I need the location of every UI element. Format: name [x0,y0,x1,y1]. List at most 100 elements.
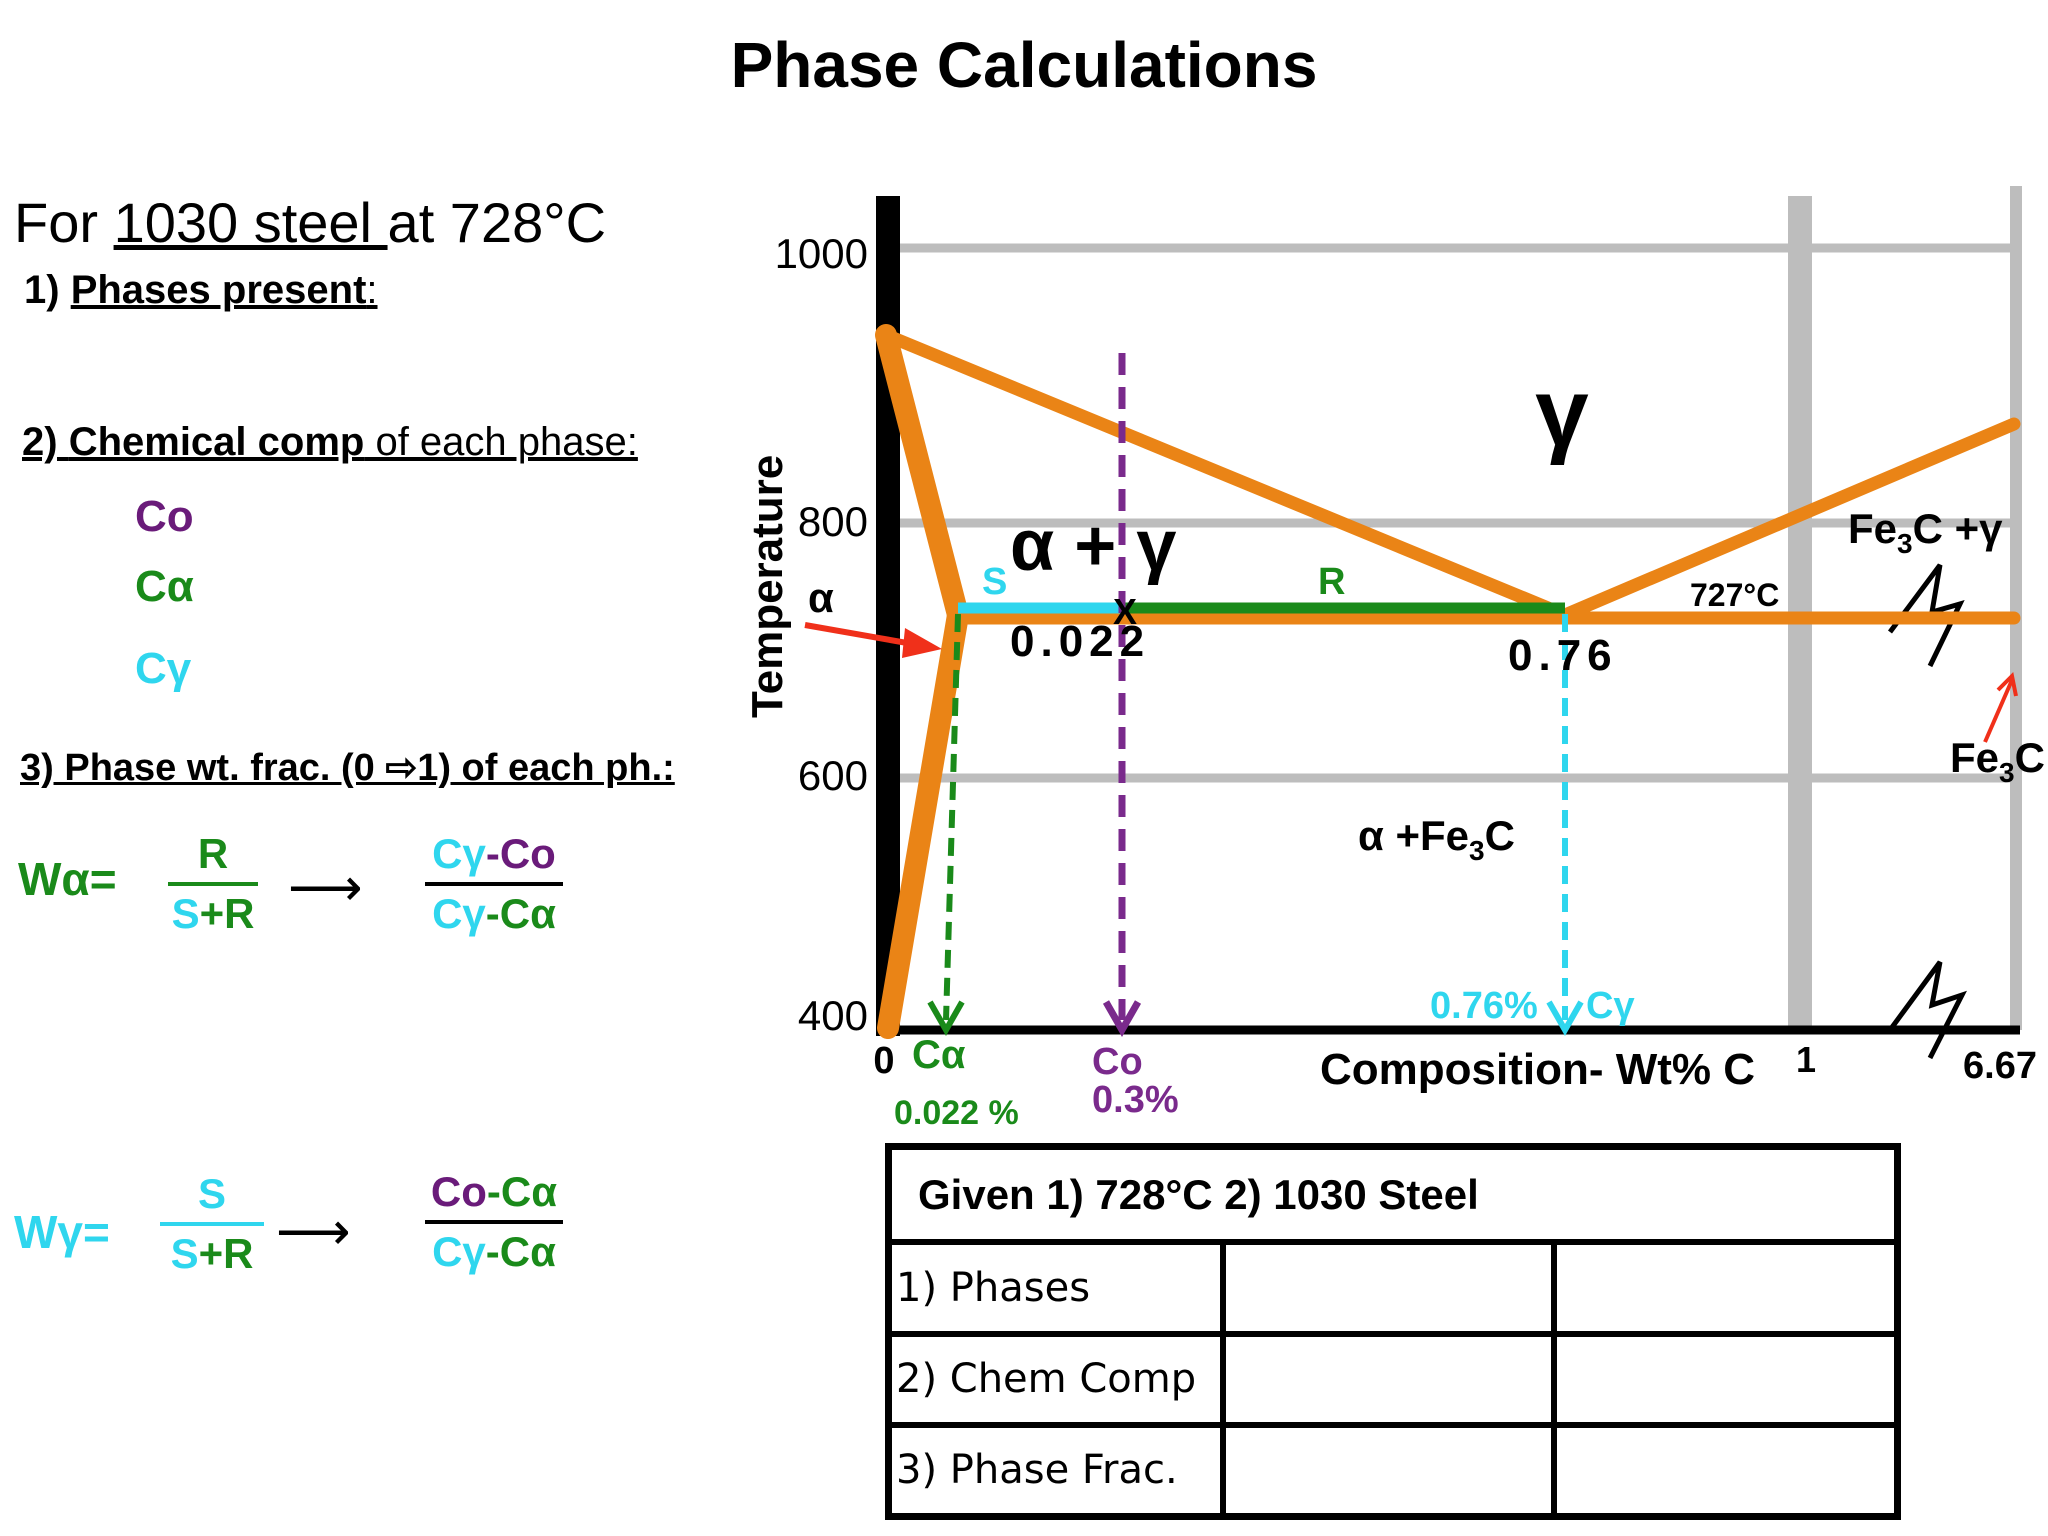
w-alpha-rhs-numerator: Cγ-Co [432,830,556,878]
y-tick-600: 600 [798,752,868,799]
w-alpha-numerator: R [197,830,229,877]
answer-table: Given 1) 728°C 2) 1030 Steel 1) Phases 2… [885,1143,1901,1520]
y-tick-800: 800 [798,498,868,545]
intro-prefix: For [14,191,114,254]
calpha-arrowhead-icon [927,1000,965,1037]
label-0-022: 0.022 [1010,617,1150,666]
table-cell[interactable] [1219,1421,1558,1520]
table-cell[interactable] [1219,1330,1558,1428]
w-alpha-rhs-denominator: Cγ-Cα [432,890,556,938]
intro-steel: 1030 steel [113,191,388,254]
w-alpha-label: Wα= [18,853,117,905]
symbol-cgamma: Cγ [135,644,192,693]
fe3c-pointer-arrowhead-icon [1996,671,2018,697]
region-gamma: γ [1535,359,1589,466]
acm-line [1558,417,2021,622]
q2-label: Chemical comp [68,420,365,464]
problem-statement: For 1030 steel at 728°C [14,190,606,255]
region-fe3c-gamma: Fe3C +γ [1848,505,2003,559]
fraction-bar [425,1220,563,1224]
label-cgamma-axis: Cγ [1586,985,1635,1027]
table-cell[interactable] [1551,1330,1901,1428]
label-s: S [982,561,1007,603]
page-title: Phase Calculations [730,29,1318,101]
w-gamma-numerator: S [197,1170,226,1217]
rhs-num-b: -Cα [486,1168,558,1215]
alpha-pointer-arrowhead-icon [902,628,942,658]
den-r: +R [198,1230,254,1277]
w-gamma-rhs-numerator: Co-Cα [431,1168,557,1216]
region-fe3c-sub: 3 [1999,757,2015,788]
rhs-den-a: Cγ [432,890,486,937]
region-alpha-gamma: α + γ [1010,506,1176,586]
w-gamma-rhs-fraction: Co-Cα Cγ-Cα [425,1168,563,1276]
label-cgamma-value: 0.76% [1430,985,1538,1027]
region-alpha-fe3c-sub: 3 [1469,835,1485,866]
symbol-calpha: Cα [135,562,194,611]
table-row-label: 3) Phase Frac. [885,1421,1226,1520]
region-alpha-fe3c-a: α +Fe [1358,812,1469,859]
rhs-num-a: Cγ [432,830,486,877]
fraction-bar [160,1222,264,1226]
grid-lines [900,243,2018,783]
arrow-right-icon: ⟶ [288,859,363,917]
x-tick-0: 0 [873,1040,894,1082]
region-fe3c-gamma-a: Fe [1848,505,1897,552]
alpha-solvus [877,604,969,1039]
den-s: S [171,890,200,937]
question-1: 1) Phases present: [24,268,378,313]
region-alpha: α [808,574,834,621]
fe3c-pointer-arrow [1983,679,2014,743]
table-header-row: Given 1) 728°C 2) 1030 Steel [885,1143,1901,1246]
region-alpha-fe3c-c: C [1485,812,1515,859]
symbol-co: Co [135,492,194,541]
w-alpha-rhs-fraction: Cγ-Co Cγ-Cα [425,830,563,938]
intro-suffix: at 728°C [387,191,607,254]
label-calpha-value: 0.022 % [894,1094,1019,1132]
x-tick-1: 1 [1796,1039,1816,1080]
q3-label: 3) Phase wt. frac. (0 ⇨1) of each ph.: [20,747,675,789]
table-cell[interactable] [1551,1421,1901,1520]
table-row: 2) Chem Comp [885,1330,1901,1428]
table-row-label: 1) Phases [885,1239,1226,1337]
label-727c: 727°C [1690,577,1779,613]
y-axis-label: Temperature [743,455,792,718]
den-s: S [170,1230,199,1277]
q1-colon: : [366,268,378,312]
table-header: Given 1) 728°C 2) 1030 Steel [885,1143,1901,1246]
table-row: 3) Phase Frac. [885,1421,1901,1520]
region-alpha-fe3c: α +Fe3C [1358,812,1515,866]
rhs-den-b: -Cα [485,1228,556,1275]
table-row: 1) Phases [885,1239,1901,1337]
alpha-gamma-solvus [875,324,969,626]
rhs-num-b: -Co [485,830,556,877]
q2-rest: of each phase: [364,420,638,464]
table-row-label: 2) Chem Comp [885,1330,1226,1428]
region-fe3c-gamma-sub: 3 [1897,528,1913,559]
cgamma-arrowhead-icon [1546,1000,1584,1037]
region-fe3c: Fe3C [1950,734,2045,788]
q1-label: Phases present [70,268,367,312]
region-fe3c-a: Fe [1950,734,1999,781]
x-tick-6-67: 6.67 [1963,1045,2037,1087]
axis-break-icon [1887,960,1967,1060]
label-x-mark: X [1113,591,1137,632]
arrow-right-icon: ⟶ [276,1203,351,1261]
fraction-bar [425,882,563,886]
co-arrowhead-icon [1102,1000,1142,1038]
region-fe3c-c: C [2015,734,2045,781]
w-alpha-denominator: S+R [172,890,255,938]
w-gamma-fraction: S S+R [160,1170,264,1278]
fraction-bar [168,882,258,886]
x-axis-label: Composition- Wt% C [1320,1045,1755,1094]
y-tick-400: 400 [798,992,868,1039]
label-0-76: 0.76 [1508,631,1618,680]
rhs-den-b: -Cα [485,890,556,937]
q1-number: 1) [24,268,71,312]
calpha-drop-line [943,613,961,1021]
y-tick-1000: 1000 [775,230,868,277]
table-cell[interactable] [1219,1239,1558,1337]
question-2: 2) Chemical comp of each phase: [22,420,638,465]
table-cell[interactable] [1551,1239,1901,1337]
